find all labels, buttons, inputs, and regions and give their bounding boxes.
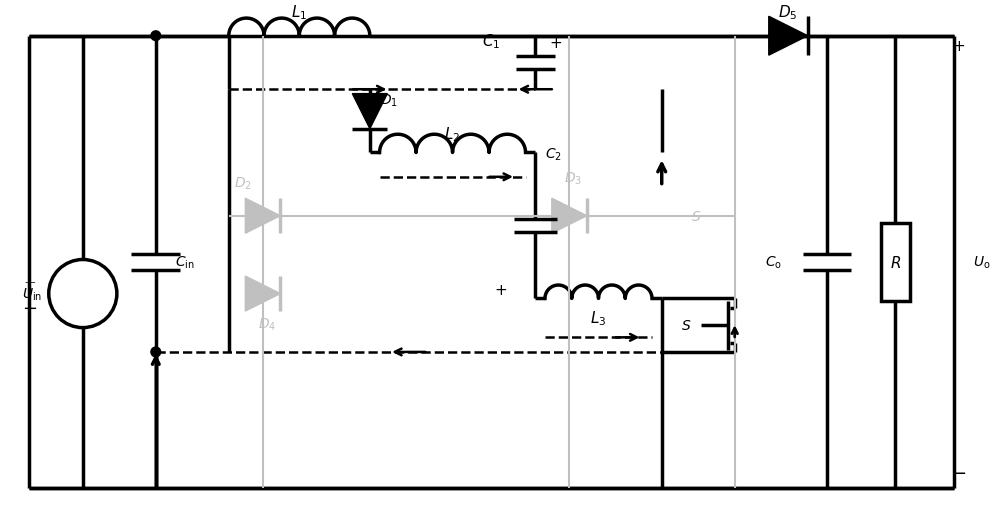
Text: $L_2$: $L_2$ [444, 125, 461, 144]
Text: +: + [550, 36, 563, 51]
Text: $S$: $S$ [691, 209, 701, 223]
Circle shape [151, 347, 161, 357]
Text: $D_3$: $D_3$ [564, 171, 583, 187]
Text: $D_5$: $D_5$ [778, 3, 798, 22]
Text: $C_{\rm in}$: $C_{\rm in}$ [175, 254, 195, 271]
Text: $R$: $R$ [890, 254, 901, 270]
Text: $C_2$: $C_2$ [545, 146, 562, 162]
Circle shape [151, 32, 161, 42]
Text: $C_{\rm o}$: $C_{\rm o}$ [765, 254, 782, 271]
Text: $D_2$: $D_2$ [234, 175, 252, 191]
Polygon shape [769, 17, 808, 56]
Polygon shape [245, 199, 280, 234]
Text: $U_{\rm in}$: $U_{\rm in}$ [22, 286, 42, 302]
Text: −: − [951, 465, 966, 483]
Polygon shape [552, 199, 587, 234]
Text: $S$: $S$ [681, 319, 691, 332]
Text: $D_1$: $D_1$ [380, 93, 398, 109]
Text: +: + [952, 39, 965, 54]
Text: $L_1$: $L_1$ [291, 4, 307, 22]
Polygon shape [245, 276, 280, 312]
Text: −: − [22, 300, 37, 318]
Text: +: + [23, 275, 36, 289]
Text: $L_3$: $L_3$ [590, 309, 607, 328]
Bar [881, 223, 910, 301]
Text: $C_1$: $C_1$ [482, 33, 501, 51]
Text: $U_{\rm o}$: $U_{\rm o}$ [973, 254, 991, 271]
Text: $D_4$: $D_4$ [258, 316, 276, 332]
Text: +: + [495, 282, 508, 297]
Polygon shape [352, 95, 387, 129]
